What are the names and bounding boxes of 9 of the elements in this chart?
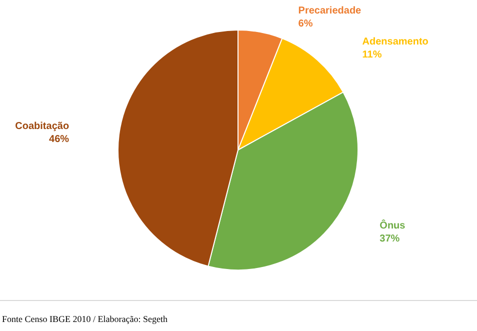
- slice-label: Coabitação: [15, 121, 70, 132]
- data-label: 46%: [49, 134, 70, 146]
- data-label: 6%: [298, 18, 313, 30]
- data-label: 37%: [380, 234, 400, 245]
- slice-label: Precariedade: [298, 5, 362, 16]
- slice-label: Adensamento: [362, 36, 428, 48]
- source-note: Fonte Censo IBGE 2010 / Elaboração: Segeth: [2, 314, 168, 324]
- slice-label: Ônus: [380, 220, 406, 232]
- data-label: 11%: [362, 50, 382, 61]
